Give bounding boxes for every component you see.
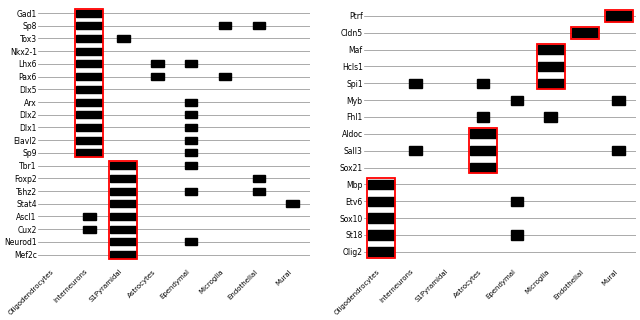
Bar xyxy=(369,247,394,256)
Bar xyxy=(287,200,300,207)
Bar xyxy=(110,226,136,233)
Bar xyxy=(606,11,632,20)
Bar xyxy=(75,9,103,157)
Bar xyxy=(76,124,102,131)
Bar xyxy=(184,111,198,118)
Bar xyxy=(184,162,198,169)
Bar xyxy=(109,161,137,259)
Bar xyxy=(76,35,102,42)
Bar xyxy=(110,175,136,182)
Bar xyxy=(76,99,102,106)
Bar xyxy=(612,146,625,155)
Bar xyxy=(572,28,598,37)
Bar xyxy=(571,27,599,39)
Bar xyxy=(470,163,496,172)
Bar xyxy=(218,22,232,29)
Bar xyxy=(408,146,422,155)
Bar xyxy=(76,137,102,144)
Bar xyxy=(110,213,136,220)
Bar xyxy=(612,96,625,105)
Bar xyxy=(367,178,395,258)
Bar xyxy=(110,200,136,207)
Bar xyxy=(477,79,490,88)
Bar xyxy=(83,213,95,220)
Bar xyxy=(76,73,102,80)
Bar xyxy=(253,22,266,29)
Bar xyxy=(511,196,524,206)
Bar xyxy=(605,10,633,22)
Bar xyxy=(76,10,102,17)
Bar xyxy=(369,180,394,189)
Bar xyxy=(470,146,496,155)
Bar xyxy=(110,251,136,258)
Bar xyxy=(469,128,497,173)
Bar xyxy=(538,62,564,71)
Bar xyxy=(150,73,163,80)
Bar xyxy=(470,129,496,139)
Bar xyxy=(76,60,102,68)
Bar xyxy=(369,196,394,206)
Bar xyxy=(184,137,198,144)
Bar xyxy=(184,238,198,245)
Bar xyxy=(110,188,136,195)
Bar xyxy=(116,35,129,42)
Bar xyxy=(511,96,524,105)
Bar xyxy=(538,45,564,54)
Bar xyxy=(76,22,102,29)
Bar xyxy=(511,230,524,239)
Bar xyxy=(76,149,102,156)
Bar xyxy=(76,48,102,55)
Bar xyxy=(184,188,198,195)
Bar xyxy=(369,213,394,223)
Bar xyxy=(218,73,232,80)
Bar xyxy=(110,162,136,169)
Bar xyxy=(184,149,198,156)
Bar xyxy=(537,44,565,89)
Bar xyxy=(150,60,163,68)
Bar xyxy=(184,99,198,106)
Bar xyxy=(369,230,394,239)
Bar xyxy=(184,124,198,131)
Bar xyxy=(253,188,266,195)
Bar xyxy=(76,111,102,118)
Bar xyxy=(110,238,136,245)
Bar xyxy=(184,60,198,68)
Bar xyxy=(253,175,266,182)
Bar xyxy=(83,226,95,233)
Bar xyxy=(538,79,564,88)
Bar xyxy=(408,79,422,88)
Bar xyxy=(545,112,557,122)
Bar xyxy=(477,112,490,122)
Bar xyxy=(76,86,102,93)
